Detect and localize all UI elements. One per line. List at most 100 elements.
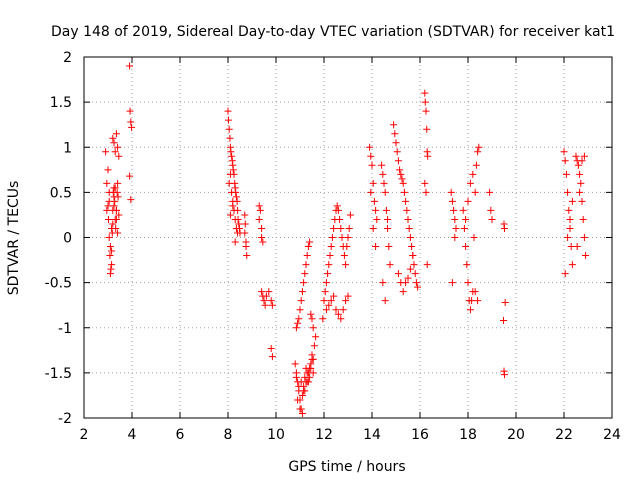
data-point	[322, 306, 330, 314]
data-point	[566, 215, 574, 223]
data-point	[298, 391, 306, 399]
data-point	[342, 297, 350, 305]
data-point	[114, 143, 122, 151]
series-arc-11	[319, 202, 354, 323]
data-point	[501, 298, 509, 306]
chart-title: Day 148 of 2019, Sidereal Day-to-day VTE…	[51, 24, 615, 40]
x-tick-label: 24	[603, 427, 621, 443]
data-point	[255, 215, 263, 223]
series-arc-6	[255, 202, 267, 246]
data-point	[412, 279, 420, 287]
data-point	[564, 188, 572, 196]
data-point	[424, 152, 432, 160]
x-tick-label: 22	[555, 427, 573, 443]
data-point	[576, 170, 584, 178]
y-tick-label: -2	[58, 411, 72, 427]
data-point	[394, 157, 402, 165]
data-point	[105, 197, 113, 205]
data-point	[466, 306, 474, 314]
y-tick-label: 0.5	[50, 185, 72, 201]
data-point	[367, 188, 375, 196]
y-axis-label: SDTVAR / TECUs	[6, 181, 22, 296]
data-point	[265, 288, 273, 296]
data-point	[421, 179, 429, 187]
data-point	[261, 301, 269, 309]
data-point	[367, 152, 375, 160]
x-tick-label: 4	[128, 427, 137, 443]
data-point	[500, 371, 508, 379]
data-point	[241, 229, 249, 237]
data-point	[110, 202, 118, 210]
series-arc-13	[378, 161, 394, 305]
data-point	[576, 188, 584, 196]
data-point	[114, 229, 122, 237]
data-point	[241, 220, 249, 228]
data-point	[451, 215, 459, 223]
data-point	[300, 279, 308, 287]
y-tick-label: -1	[58, 321, 72, 337]
data-point	[309, 369, 317, 377]
data-point	[128, 123, 136, 131]
data-point	[325, 261, 333, 269]
data-point	[410, 261, 418, 269]
data-point	[104, 202, 112, 210]
data-point	[230, 206, 238, 214]
data-point	[462, 243, 470, 251]
data-point	[103, 206, 111, 214]
data-point	[330, 292, 338, 300]
data-point	[258, 224, 266, 232]
data-point	[104, 166, 112, 174]
data-point	[127, 118, 135, 126]
data-point	[372, 243, 380, 251]
data-point	[332, 306, 340, 314]
data-point	[399, 288, 407, 296]
data-point	[225, 125, 233, 133]
x-ticks: 2 4 6 8 10 12 14 16 18 20 22 24	[80, 57, 621, 443]
data-point	[126, 172, 134, 180]
data-point	[296, 405, 304, 413]
data-point	[464, 279, 472, 287]
data-point	[115, 152, 123, 160]
data-point	[394, 270, 402, 278]
data-point	[402, 197, 410, 205]
data-point	[232, 224, 240, 232]
data-point	[396, 166, 404, 174]
data-point	[327, 297, 335, 305]
data-point	[112, 215, 120, 223]
data-point	[291, 360, 299, 368]
data-point	[303, 378, 311, 386]
data-point	[306, 238, 314, 246]
data-point	[423, 261, 431, 269]
data-point	[451, 234, 459, 241]
data-point	[567, 243, 575, 251]
data-point	[229, 166, 237, 174]
data-point	[462, 215, 470, 223]
data-point	[411, 270, 419, 278]
plot-area	[102, 62, 590, 417]
data-point	[268, 301, 276, 309]
series-arc-16	[447, 188, 460, 287]
data-point	[112, 206, 120, 214]
data-point	[256, 206, 264, 214]
data-point	[408, 243, 416, 251]
data-point	[382, 206, 390, 214]
data-point	[391, 130, 399, 138]
data-point	[344, 234, 352, 241]
data-point	[258, 234, 266, 241]
x-tick-label: 20	[507, 427, 525, 443]
x-tick-label: 12	[315, 427, 333, 443]
data-point	[345, 224, 353, 232]
data-point	[322, 279, 330, 287]
data-point	[390, 121, 398, 129]
data-point	[111, 148, 119, 156]
x-tick-label: 2	[80, 427, 89, 443]
data-point	[106, 252, 114, 260]
series-arc-2	[109, 130, 123, 160]
data-point	[115, 211, 123, 219]
data-point	[301, 270, 309, 278]
data-point	[370, 197, 378, 205]
data-point	[339, 306, 347, 314]
data-point	[448, 197, 456, 205]
data-point	[460, 224, 468, 232]
data-point	[414, 283, 422, 291]
